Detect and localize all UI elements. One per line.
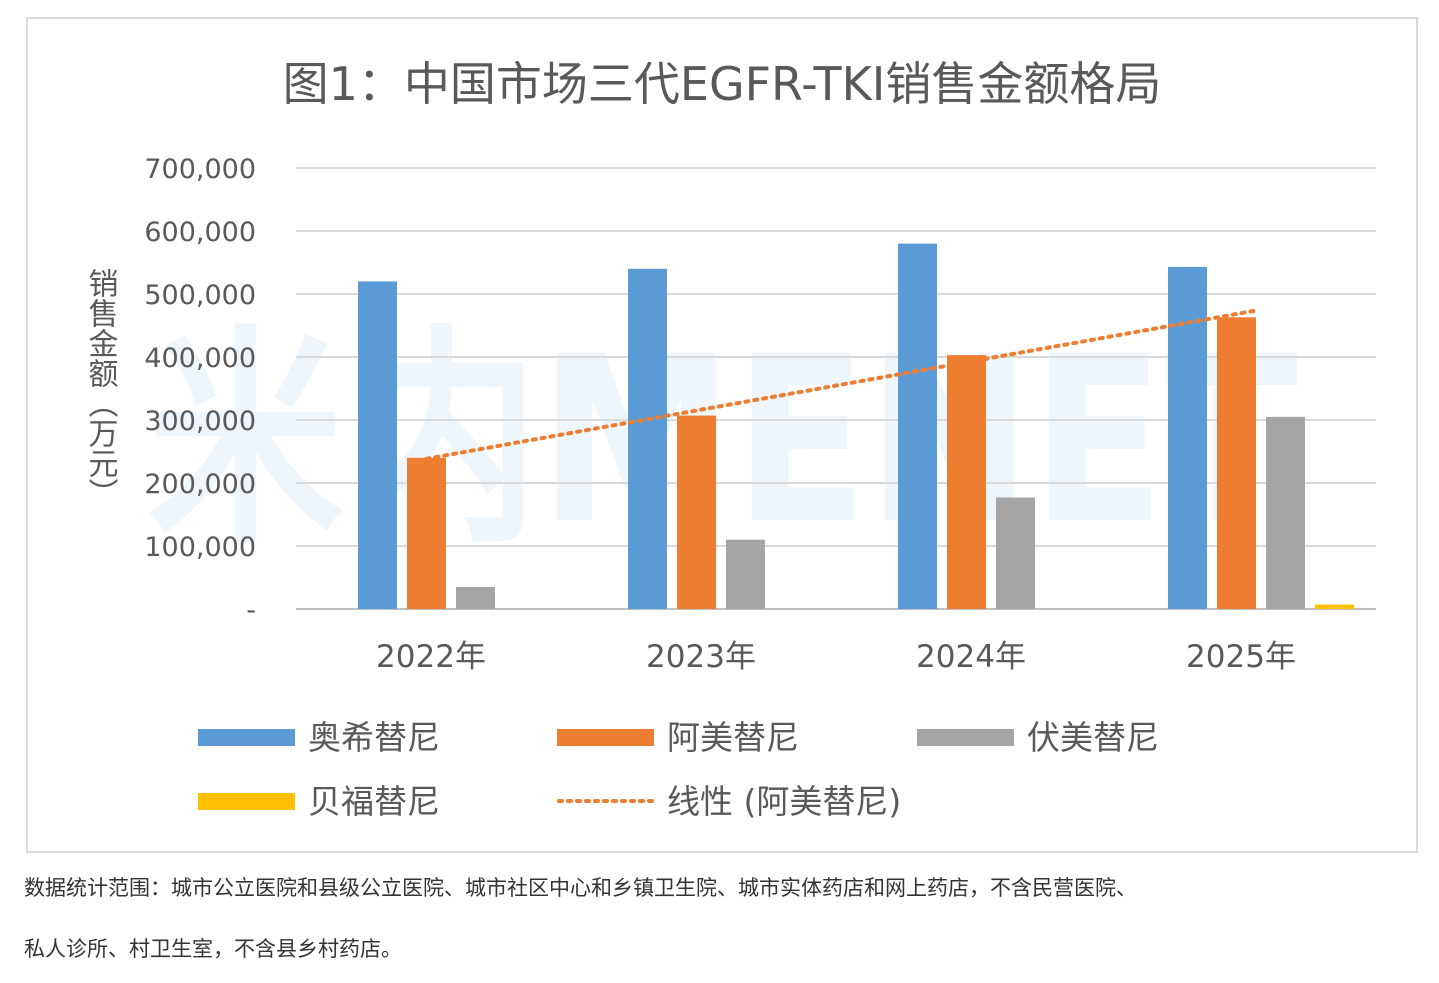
legend-label: 贝福替尼: [308, 782, 440, 821]
y-tick-label: 300,000: [144, 406, 256, 437]
y-tick-label: 700,000: [144, 154, 256, 185]
y-tick-label: 100,000: [144, 532, 256, 563]
watermark: 米内MENET: [148, 308, 1298, 575]
x-tick-label: 2022年: [376, 639, 486, 675]
legend-label: 伏美替尼: [1027, 718, 1159, 757]
legend-label: 线性 (阿美替尼): [667, 782, 901, 821]
chart-title: 图1：中国市场三代EGFR-TKI销售金额格局: [283, 57, 1162, 111]
y-tick-label: 600,000: [144, 217, 256, 248]
x-tick-label: 2023年: [646, 639, 756, 675]
bar-4-4: [1315, 604, 1354, 609]
bar-3-1: [456, 586, 495, 609]
bar-3-4: [1266, 416, 1305, 609]
bar-1-1: [358, 281, 397, 609]
legend-swatch-3: [917, 729, 1014, 746]
x-tick-label: 2024年: [916, 639, 1026, 675]
bar-1-4: [1168, 266, 1207, 609]
legend-label: 阿美替尼: [667, 718, 799, 757]
bar-1-2: [628, 268, 667, 609]
bar-3-3: [996, 497, 1035, 609]
bar-2-4: [1217, 317, 1256, 609]
bar-2-3: [947, 355, 986, 609]
bar-2-2: [677, 415, 716, 609]
y-tick-label: 200,000: [144, 469, 256, 500]
y-tick-label: 500,000: [144, 280, 256, 311]
legend-swatch-4: [198, 793, 295, 810]
legend-swatch-2: [557, 729, 654, 746]
x-tick-label: 2025年: [1186, 639, 1296, 675]
y-tick-label: 400,000: [144, 343, 256, 374]
footnote-line-2: 私人诊所、村卫生室，不含县乡村药店。: [24, 937, 402, 961]
legend-swatch-1: [198, 729, 295, 746]
legend-label: 奥希替尼: [308, 718, 440, 757]
y-axis-label: 销售金额（万元）: [83, 268, 119, 508]
bar-2-1: [407, 457, 446, 609]
trendline: [424, 308, 1257, 461]
y-tick-label: -: [246, 595, 256, 626]
bar-1-3: [898, 243, 937, 609]
footnote-line-1: 数据统计范围：城市公立医院和县级公立医院、城市社区中心和乡镇卫生院、城市实体药店…: [24, 876, 1137, 900]
bar-3-2: [726, 539, 765, 609]
